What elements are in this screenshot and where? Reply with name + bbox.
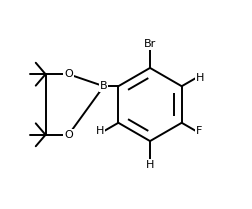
Text: B: B xyxy=(100,81,108,91)
Text: Br: Br xyxy=(144,39,156,49)
Text: H: H xyxy=(146,160,154,170)
Text: O: O xyxy=(64,130,73,140)
Text: O: O xyxy=(64,69,73,79)
Text: F: F xyxy=(196,126,202,136)
Text: H: H xyxy=(196,73,204,83)
Text: H: H xyxy=(96,126,104,136)
